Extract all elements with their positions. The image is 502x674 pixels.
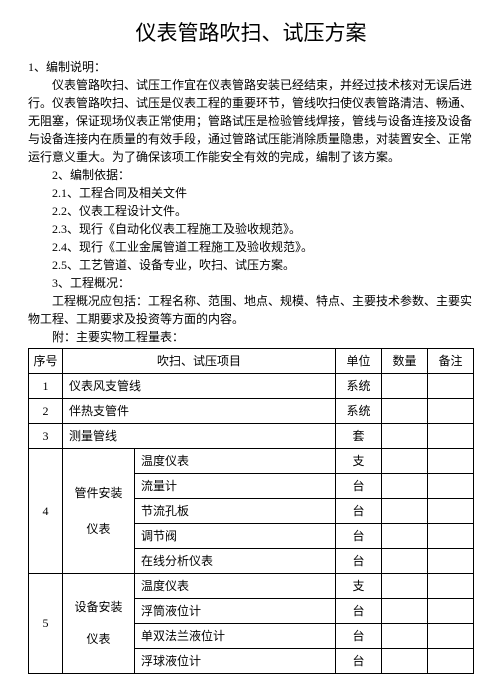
cell-note	[428, 423, 474, 448]
cell-note	[428, 373, 474, 398]
cell-note	[428, 448, 474, 473]
cell-unit: 台	[336, 473, 382, 498]
cell-seq: 1	[29, 373, 63, 398]
cell-item: 浮筒液位计	[135, 598, 336, 623]
section-3-head: 3、工程概况：	[28, 274, 474, 292]
th-qty: 数量	[382, 348, 428, 373]
section-2-head: 2、编制依据：	[28, 166, 474, 184]
cell-qty	[382, 473, 428, 498]
doc-title: 仪表管路吹扫、试压方案	[28, 18, 474, 50]
cell-unit: 系统	[336, 398, 382, 423]
section-2-item-4: 2.4、现行《工业金属管道工程施工及验收规范》。	[28, 238, 474, 256]
cell-note	[428, 573, 474, 598]
section-1-head: 1、编制说明：	[28, 58, 474, 76]
cell-unit: 系统	[336, 373, 382, 398]
cell-unit: 台	[336, 623, 382, 648]
cell-seq: 4	[29, 448, 63, 573]
cell-category: 设备安装 仪表	[63, 573, 135, 673]
cell-category: 管件安装 仪表	[63, 448, 135, 573]
cell-note	[428, 548, 474, 573]
table-header-row: 序号 吹扫、试压项目 单位 数量 备注	[29, 348, 474, 373]
cell-item: 温度仪表	[135, 448, 336, 473]
cell-qty	[382, 523, 428, 548]
cell-item: 温度仪表	[135, 573, 336, 598]
table-row: 1 仪表风支管线 系统	[29, 373, 474, 398]
table-row: 2 伴热支管件 系统	[29, 398, 474, 423]
cell-item: 仪表风支管线	[63, 373, 336, 398]
cell-note	[428, 598, 474, 623]
section-2-item-5: 2.5、工艺管道、设备专业，吹扫、试压方案。	[28, 256, 474, 274]
cell-unit: 台	[336, 523, 382, 548]
cell-unit: 支	[336, 573, 382, 598]
cell-qty	[382, 598, 428, 623]
table-row: 4 管件安装 仪表 温度仪表 支	[29, 448, 474, 473]
cell-item: 伴热支管件	[63, 398, 336, 423]
cell-unit: 台	[336, 498, 382, 523]
cell-qty	[382, 573, 428, 598]
th-note: 备注	[428, 348, 474, 373]
cell-unit: 台	[336, 598, 382, 623]
table-row: 5 设备安装 仪表 温度仪表 支	[29, 573, 474, 598]
cat-line2: 仪表	[67, 520, 130, 538]
cat-line1: 设备安装	[67, 598, 130, 616]
cat-gap	[67, 502, 130, 520]
cell-qty	[382, 373, 428, 398]
cat-line1: 管件安装	[67, 484, 130, 502]
section-2-item-3: 2.3、现行《自动化仪表工程施工及验收规范》。	[28, 220, 474, 238]
cell-qty	[382, 648, 428, 673]
section-3-para-1: 工程概况应包括：工程名称、范围、地点、规模、特点、主要技术参数、主要实物工程、工…	[28, 292, 474, 328]
cell-item: 测量管线	[63, 423, 336, 448]
cell-seq: 2	[29, 398, 63, 423]
cell-note	[428, 398, 474, 423]
cell-unit: 台	[336, 548, 382, 573]
cell-qty	[382, 498, 428, 523]
cell-item: 流量计	[135, 473, 336, 498]
cell-seq: 5	[29, 573, 63, 673]
th-unit: 单位	[336, 348, 382, 373]
cell-unit: 台	[336, 648, 382, 673]
quantity-table: 序号 吹扫、试压项目 单位 数量 备注 1 仪表风支管线 系统 2 伴热支管件 …	[28, 348, 474, 674]
section-3-para-2: 附：主要实物工程量表：	[28, 328, 474, 346]
cell-unit: 支	[336, 448, 382, 473]
cell-seq: 3	[29, 423, 63, 448]
cell-note	[428, 473, 474, 498]
th-seq: 序号	[29, 348, 63, 373]
cell-unit: 套	[336, 423, 382, 448]
cell-note	[428, 523, 474, 548]
cell-qty	[382, 398, 428, 423]
section-2-item-2: 2.2、仪表工程设计文件。	[28, 202, 474, 220]
section-1-para: 仪表管路吹扫、试压工作宜在仪表管路安装已经结束，并经过技术核对无误后进行。仪表管…	[28, 76, 474, 166]
th-item: 吹扫、试压项目	[63, 348, 336, 373]
cell-item: 单双法兰液位计	[135, 623, 336, 648]
cell-item: 调节阀	[135, 523, 336, 548]
cell-note	[428, 623, 474, 648]
cell-item: 节流孔板	[135, 498, 336, 523]
cell-qty	[382, 623, 428, 648]
cat-line2: 仪表	[67, 630, 130, 648]
cell-item: 浮球液位计	[135, 648, 336, 673]
cell-note	[428, 648, 474, 673]
cat-gap	[67, 616, 130, 630]
cell-item: 在线分析仪表	[135, 548, 336, 573]
cell-qty	[382, 548, 428, 573]
cell-qty	[382, 448, 428, 473]
cell-qty	[382, 423, 428, 448]
cell-note	[428, 498, 474, 523]
section-2-item-1: 2.1、工程合同及相关文件	[28, 184, 474, 202]
table-row: 3 测量管线 套	[29, 423, 474, 448]
